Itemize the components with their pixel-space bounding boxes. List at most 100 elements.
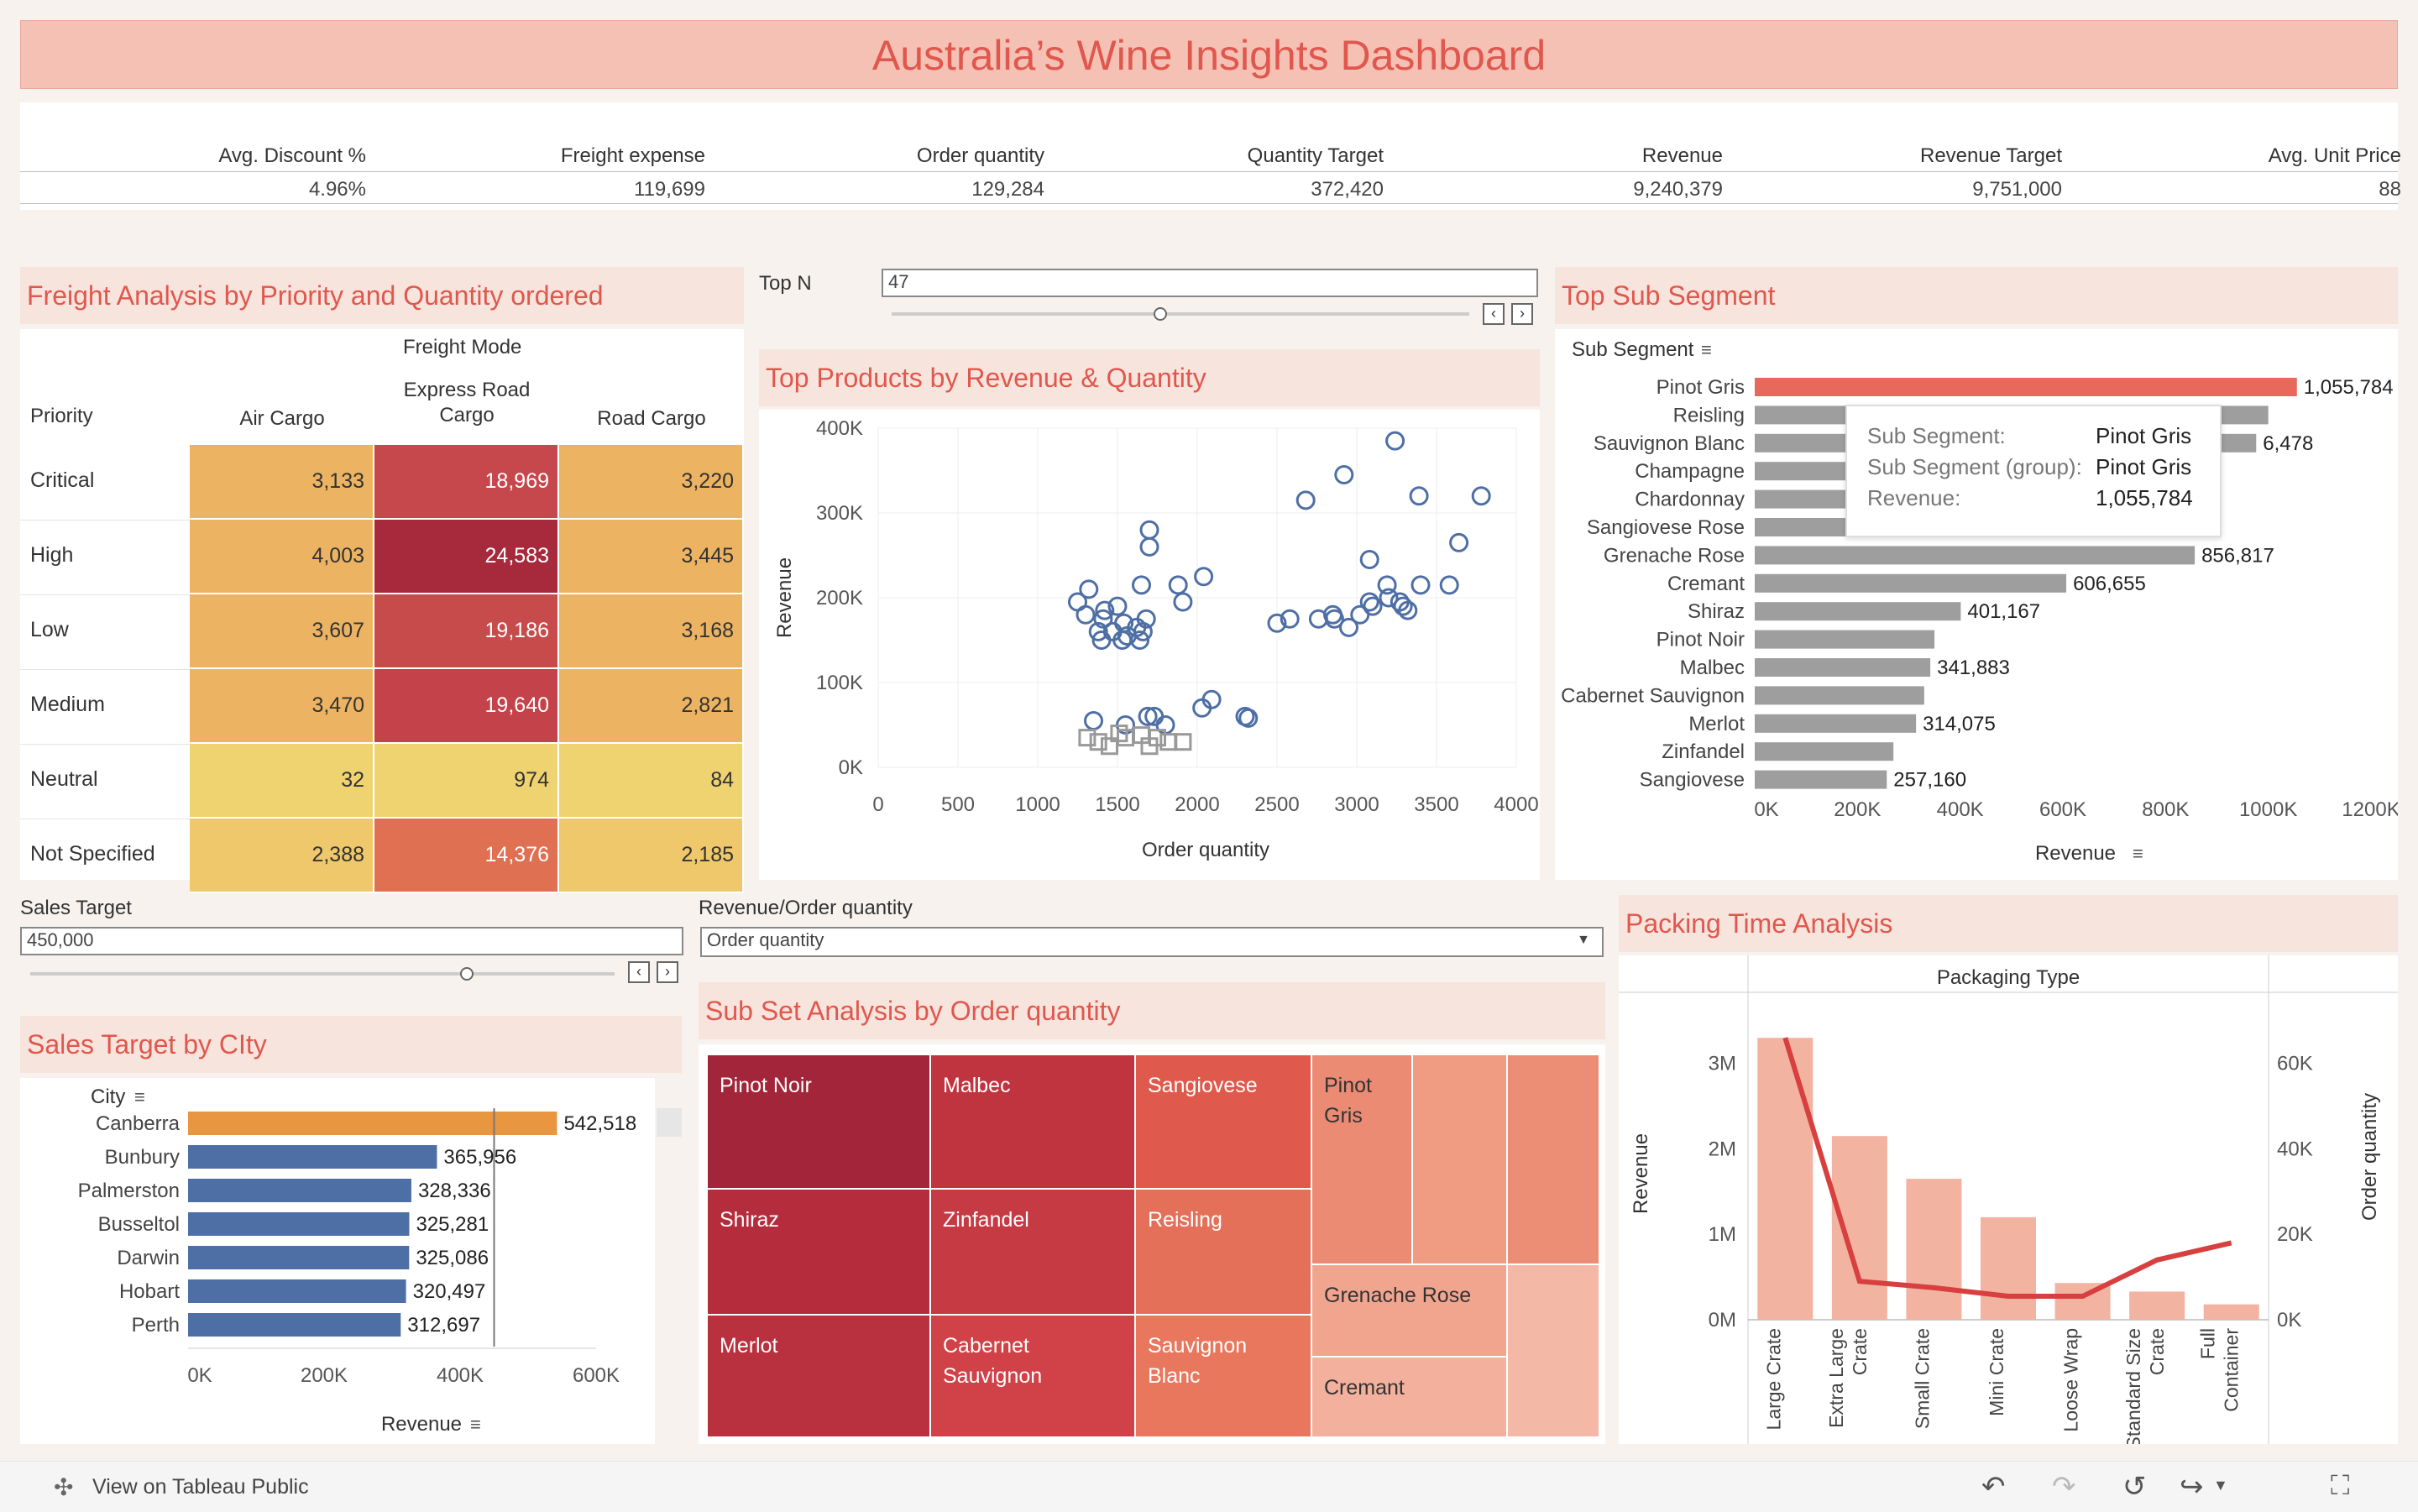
share-icon[interactable]: ↪: [2180, 1471, 2204, 1503]
city-category-label: Busseltol: [98, 1213, 180, 1236]
x-tick-label: 2500: [1254, 793, 1299, 816]
freight-cell: 2,821: [559, 669, 744, 744]
x-tick-label: 3000: [1334, 793, 1379, 816]
packing-bar: [1757, 1038, 1814, 1320]
scatter-section-title: Top Products by Revenue & Quantity: [759, 349, 1540, 406]
scatter-point: [1409, 486, 1429, 506]
freight-title: Freight Analysis by Priority and Quantit…: [27, 280, 604, 311]
treemap-cell[interactable]: Malbec: [930, 1054, 1135, 1189]
city-value-label: 328,336: [418, 1180, 491, 1202]
scatter-point: [1084, 710, 1103, 730]
scatter-point-square: [1149, 729, 1166, 747]
city-bar: [188, 1279, 406, 1303]
view-on-tableau-link[interactable]: View on Tableau Public: [92, 1475, 309, 1499]
scatter-point: [1267, 613, 1287, 633]
packing-bar: [1981, 1216, 2036, 1320]
freight-cell: 3,470: [190, 669, 374, 744]
topn-slider-track[interactable]: [892, 312, 1469, 316]
x-tick-label: 200K: [301, 1364, 348, 1387]
scatter-panel: 0 500 1000 1500 2000 2500 3000 3500 4000 0K 100K 20…: [759, 410, 1540, 880]
fullscreen-icon[interactable]: ⛶: [2331, 1470, 2350, 1500]
y-left-tick-label: 2M: [1709, 1138, 1736, 1160]
scatter-point: [1132, 575, 1151, 595]
redo-icon[interactable]: ↷: [2052, 1471, 2076, 1503]
treemap-cell[interactable]: Reisling: [1135, 1189, 1311, 1315]
packing-category-label: Mini Crate: [1986, 1328, 2007, 1416]
city-value-label: 325,086: [416, 1247, 489, 1269]
freight-column-header: Road Cargo: [597, 407, 706, 430]
x-tick-label: 1000K: [2239, 798, 2297, 821]
freight-section-title: Freight Analysis by Priority and Quantit…: [20, 267, 744, 324]
treemap-cell[interactable]: Cremant: [1311, 1357, 1507, 1437]
scatter-point: [1136, 609, 1156, 629]
treemap-cell[interactable]: Sangiovese: [1135, 1054, 1311, 1189]
packing-bar: [1906, 1179, 1962, 1320]
topn-next-button[interactable]: ›: [1511, 303, 1533, 325]
chevron-down-icon[interactable]: ▼: [2213, 1477, 2228, 1494]
freight-cell: 3,168: [559, 594, 744, 669]
y-left-tick-label: 0M: [1709, 1309, 1736, 1332]
city-bar: [188, 1145, 437, 1169]
city-section-title: Sales Target by CIty: [20, 1016, 682, 1073]
treemap-cell[interactable]: Pinot Noir: [707, 1054, 930, 1189]
treemap-cell[interactable]: Zinfandel: [930, 1189, 1135, 1315]
treemap-cell[interactable]: [1507, 1264, 1599, 1437]
packing-category-label: Extra Large: [1825, 1328, 1847, 1428]
subsegment-bar: [1755, 686, 1924, 705]
sales-target-prev-button[interactable]: ‹: [628, 961, 650, 983]
scatter-point: [1398, 600, 1418, 620]
treemap-cell[interactable]: Merlot: [707, 1315, 930, 1437]
city-bar: [188, 1212, 410, 1236]
scatter-point: [1173, 592, 1193, 612]
scatter-point: [1334, 465, 1354, 485]
x-tick-label: 800K: [2142, 798, 2189, 821]
scatter-chart: 0 500 1000 1500 2000 2500 3000 3500 4000 0K 100K 20…: [773, 417, 1539, 861]
treemap-cell[interactable]: Cabernet Sauvignon: [930, 1315, 1135, 1437]
treemap-section-title: Sub Set Analysis by Order quantity: [699, 982, 1605, 1039]
freight-cell: 3,133: [190, 445, 374, 520]
treemap-cell[interactable]: [1507, 1054, 1599, 1264]
packing-chart: Packaging Type 0M 1M 2M 3M 0K 20K 40K 60K Revenue…: [1619, 955, 2398, 1449]
kpi-label: Avg. Discount %: [218, 144, 366, 167]
scatter-point: [1359, 592, 1379, 612]
rev-order-select[interactable]: Order quantity ▼: [700, 927, 1604, 957]
treemap-cell[interactable]: Pinot Gris: [1311, 1054, 1412, 1264]
packing-bar: [2129, 1291, 2185, 1320]
kpi-value: 372,420: [1311, 178, 1384, 201]
city-axis-header: City: [91, 1086, 125, 1108]
freight-row-label: High: [30, 543, 74, 567]
freight-column-header: Air Cargo: [239, 407, 325, 430]
x-axis-title: Revenue: [2035, 842, 2116, 865]
packing-header: Packaging Type: [1937, 966, 2080, 989]
y-right-tick-label: 60K: [2277, 1053, 2313, 1075]
packing-category-label: Container: [2221, 1328, 2243, 1412]
sales-target-input[interactable]: 450,000: [20, 927, 683, 955]
city-scrollbar[interactable]: [657, 1108, 682, 1137]
undo-icon[interactable]: ↶: [1981, 1471, 2006, 1503]
revert-icon[interactable]: ↺: [2122, 1471, 2147, 1503]
y-right-tick-label: 0K: [2277, 1309, 2301, 1332]
treemap-cell[interactable]: Shiraz: [707, 1189, 930, 1315]
city-bar: [188, 1179, 411, 1202]
subsegment-bar: [1755, 714, 1917, 733]
sales-target-slider-knob[interactable]: [460, 967, 474, 981]
treemap-cell[interactable]: [1412, 1054, 1507, 1264]
subsegment-bar: [1755, 378, 2297, 396]
subsegment-value-label: 257,160: [1893, 769, 1966, 792]
subsegment-category-label: Sauvignon Blanc: [1594, 432, 1745, 455]
sales-target-slider-track[interactable]: [30, 972, 615, 976]
packing-category-label: Loose Wrap: [2060, 1328, 2082, 1432]
footer-toolbar: ✣ View on Tableau Public ↶ ↷ ↺ ↪ ▼ ⛶: [0, 1461, 2418, 1512]
packing-category-label: Full: [2197, 1328, 2219, 1359]
freight-row-label: Low: [30, 618, 69, 641]
treemap-cell[interactable]: Sauvignon Blanc: [1135, 1315, 1311, 1437]
kpi-value: 9,751,000: [1972, 178, 2062, 201]
sales-target-next-button[interactable]: ›: [657, 961, 678, 983]
subsegment-value-label: 856,817: [2201, 544, 2274, 567]
y-tick-label: 400K: [816, 417, 863, 440]
topn-prev-button[interactable]: ‹: [1483, 303, 1505, 325]
treemap-cell[interactable]: Grenache Rose: [1311, 1264, 1507, 1357]
topn-input[interactable]: 47: [882, 269, 1538, 297]
topn-slider-knob[interactable]: [1154, 307, 1167, 321]
packing-panel: Packaging Type 0M 1M 2M 3M 0K 20K 40K 60K Revenue…: [1619, 955, 2398, 1449]
